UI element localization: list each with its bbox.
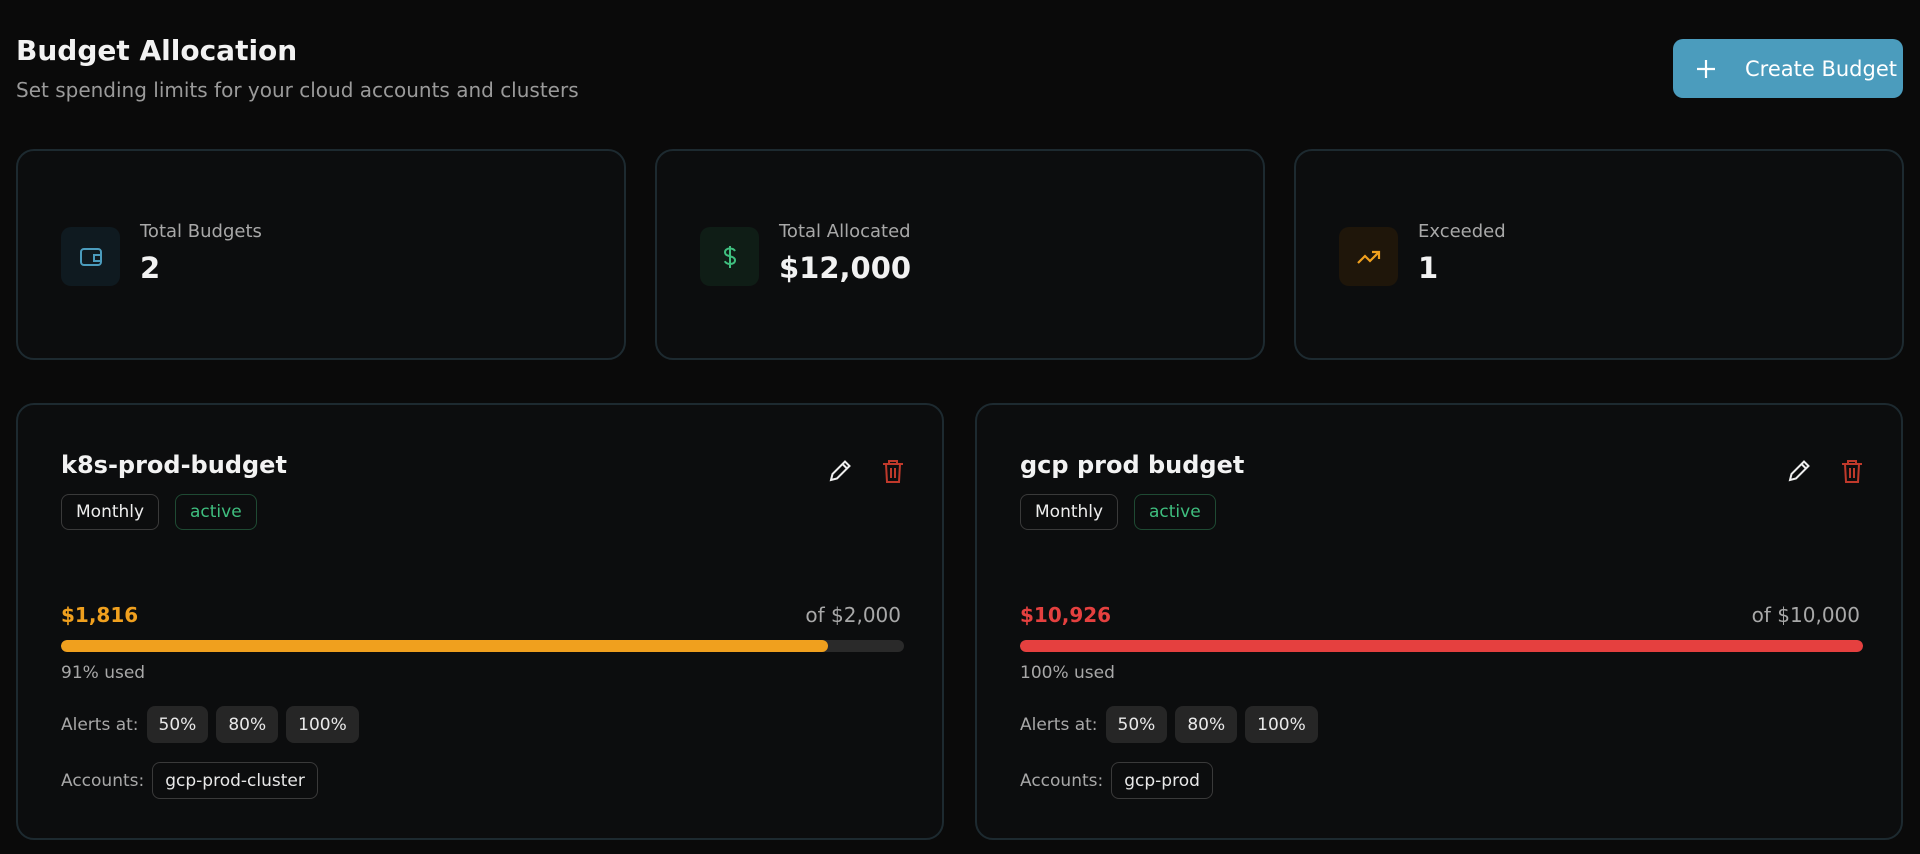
budget-card: gcp prod budget Monthly active $10,926 of $1… <box>975 403 1903 840</box>
progress-fill <box>61 640 829 652</box>
stat-label: Total Allocated <box>779 221 911 242</box>
stat-label: Exceeded <box>1418 221 1506 242</box>
stat-icon <box>1339 227 1398 286</box>
percent-used: 91% used <box>61 663 146 683</box>
stat-value: 1 <box>1418 251 1439 285</box>
page-subtitle: Set spending limits for your cloud accou… <box>16 78 579 102</box>
stat-card: Exceeded 1 <box>1294 149 1904 360</box>
status-tag: active <box>175 494 257 530</box>
budget-card: k8s-prod-budget Monthly active $1,816 of $2,… <box>16 403 944 840</box>
icon-glyph <box>79 247 102 266</box>
accounts-label: Accounts: <box>1020 770 1104 791</box>
progress-track <box>1020 640 1863 652</box>
alert-chip: 100% <box>1245 706 1318 743</box>
accounts-label: Accounts: <box>61 770 145 791</box>
alerts-row: Alerts at: 50% 80% 100% <box>61 706 359 743</box>
stat-card: Total Budgets 2 <box>16 149 626 360</box>
stat-icon <box>700 227 759 286</box>
stat-label: Total Budgets <box>140 221 262 242</box>
stat-value: $12,000 <box>779 251 912 285</box>
account-chip: gcp-prod-cluster <box>152 762 318 799</box>
delete-icon <box>1842 460 1862 483</box>
page-title: Budget Allocation <box>16 34 298 67</box>
alerts-label: Alerts at: <box>1020 714 1098 735</box>
plus-icon <box>1697 59 1715 78</box>
alert-chip: 50% <box>146 706 209 743</box>
limit-amount: of $2,000 <box>805 603 901 627</box>
spent-amount: $10,926 <box>1020 603 1112 627</box>
edit-button[interactable] <box>826 457 854 489</box>
button-label: Create Budget <box>1745 56 1897 81</box>
alert-chip: 50% <box>1105 706 1168 743</box>
delete-button[interactable] <box>1839 457 1865 489</box>
icon-glyph <box>723 245 736 268</box>
account-chip: gcp-prod <box>1111 762 1213 799</box>
create-budget-button[interactable]: Create Budget <box>1673 39 1903 98</box>
progress-track <box>61 640 904 652</box>
percent-used: 100% used <box>1020 663 1115 683</box>
alert-chip: 100% <box>286 706 359 743</box>
stat-icon <box>61 227 120 286</box>
stat-card: Total Allocated $12,000 <box>655 149 1265 360</box>
accounts-row: Accounts: gcp-prod-cluster <box>61 762 318 799</box>
status-tag: active <box>1134 494 1216 530</box>
stat-value: 2 <box>140 251 161 285</box>
period-tag: Monthly <box>1020 494 1119 530</box>
edit-icon <box>1788 460 1810 482</box>
alert-chip: 80% <box>1175 706 1238 743</box>
delete-button[interactable] <box>880 457 906 489</box>
alerts-label: Alerts at: <box>61 714 139 735</box>
limit-amount: of $10,000 <box>1751 603 1860 627</box>
progress-fill <box>1020 640 1863 652</box>
budget-name: gcp prod budget <box>1020 451 1245 479</box>
spent-amount: $1,816 <box>61 603 139 627</box>
delete-icon <box>883 460 903 483</box>
edit-button[interactable] <box>1785 457 1813 489</box>
edit-icon <box>829 460 851 482</box>
accounts-row: Accounts: gcp-prod <box>1020 762 1213 799</box>
alert-chip: 80% <box>216 706 279 743</box>
period-tag: Monthly <box>61 494 160 530</box>
icon-glyph <box>1356 250 1380 264</box>
budget-name: k8s-prod-budget <box>61 451 287 479</box>
alerts-row: Alerts at: 50% 80% 100% <box>1020 706 1318 743</box>
